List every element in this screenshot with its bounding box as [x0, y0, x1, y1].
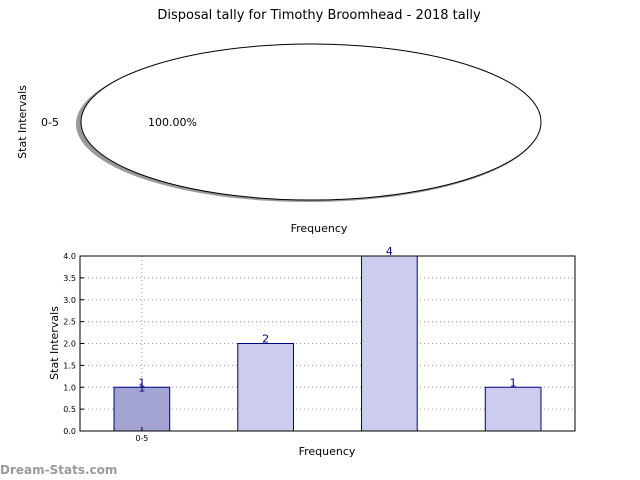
- bar-data-label: 1: [138, 376, 145, 389]
- bar-y-tick-label: 2.5: [63, 318, 76, 327]
- pie-slice-0-5: [80, 43, 542, 201]
- bar-x-tick-label: 0-5: [135, 434, 148, 443]
- bar-y-tick-label: 1.5: [63, 361, 76, 370]
- chart-title: Disposal tally for Timothy Broomhead - 2…: [157, 8, 481, 23]
- bar-y-tick-label: 2.0: [63, 340, 76, 349]
- pie-x-axis-label: Frequency: [291, 222, 348, 235]
- bar-data-label: 1: [510, 376, 517, 389]
- bar-4: [484, 386, 542, 432]
- bar-y-tick-label: 1.0: [63, 383, 76, 392]
- bar-1: [113, 386, 171, 432]
- bar-3: [361, 255, 418, 432]
- watermark: Dream-Stats.com: [0, 463, 117, 477]
- bar-y-tick-label: 4.0: [63, 252, 76, 261]
- pie-chart: 0-5 100.00% Stat Intervals Frequency: [16, 43, 542, 235]
- bar-y-tick-label: 3.5: [63, 274, 76, 283]
- bar-x-ticks: 0-5: [135, 427, 148, 443]
- pie-slice-label: 0-5: [41, 116, 59, 129]
- bar-y-ticks: 0.0 0.5 1.0 1.5 2.0 2.5 3.0 3.5 4.0: [63, 252, 84, 436]
- bar-extra-label: 1: [138, 381, 145, 394]
- bar-data-label: 4: [386, 245, 393, 258]
- bar-y-tick-label: 3.0: [63, 296, 76, 305]
- bar-y-tick-label: 0.0: [63, 427, 76, 436]
- bar-x-axis-label: Frequency: [299, 445, 356, 458]
- bar-y-tick-label: 0.5: [63, 405, 76, 414]
- pie-y-axis-label: Stat Intervals: [16, 85, 29, 159]
- bar-data-label: 2: [262, 333, 269, 346]
- bar-2: [237, 343, 294, 432]
- bar-marks: [113, 255, 542, 432]
- pie-pct-label: 100.00%: [148, 116, 197, 129]
- bar-y-axis-label: Stat Intervals: [48, 306, 61, 380]
